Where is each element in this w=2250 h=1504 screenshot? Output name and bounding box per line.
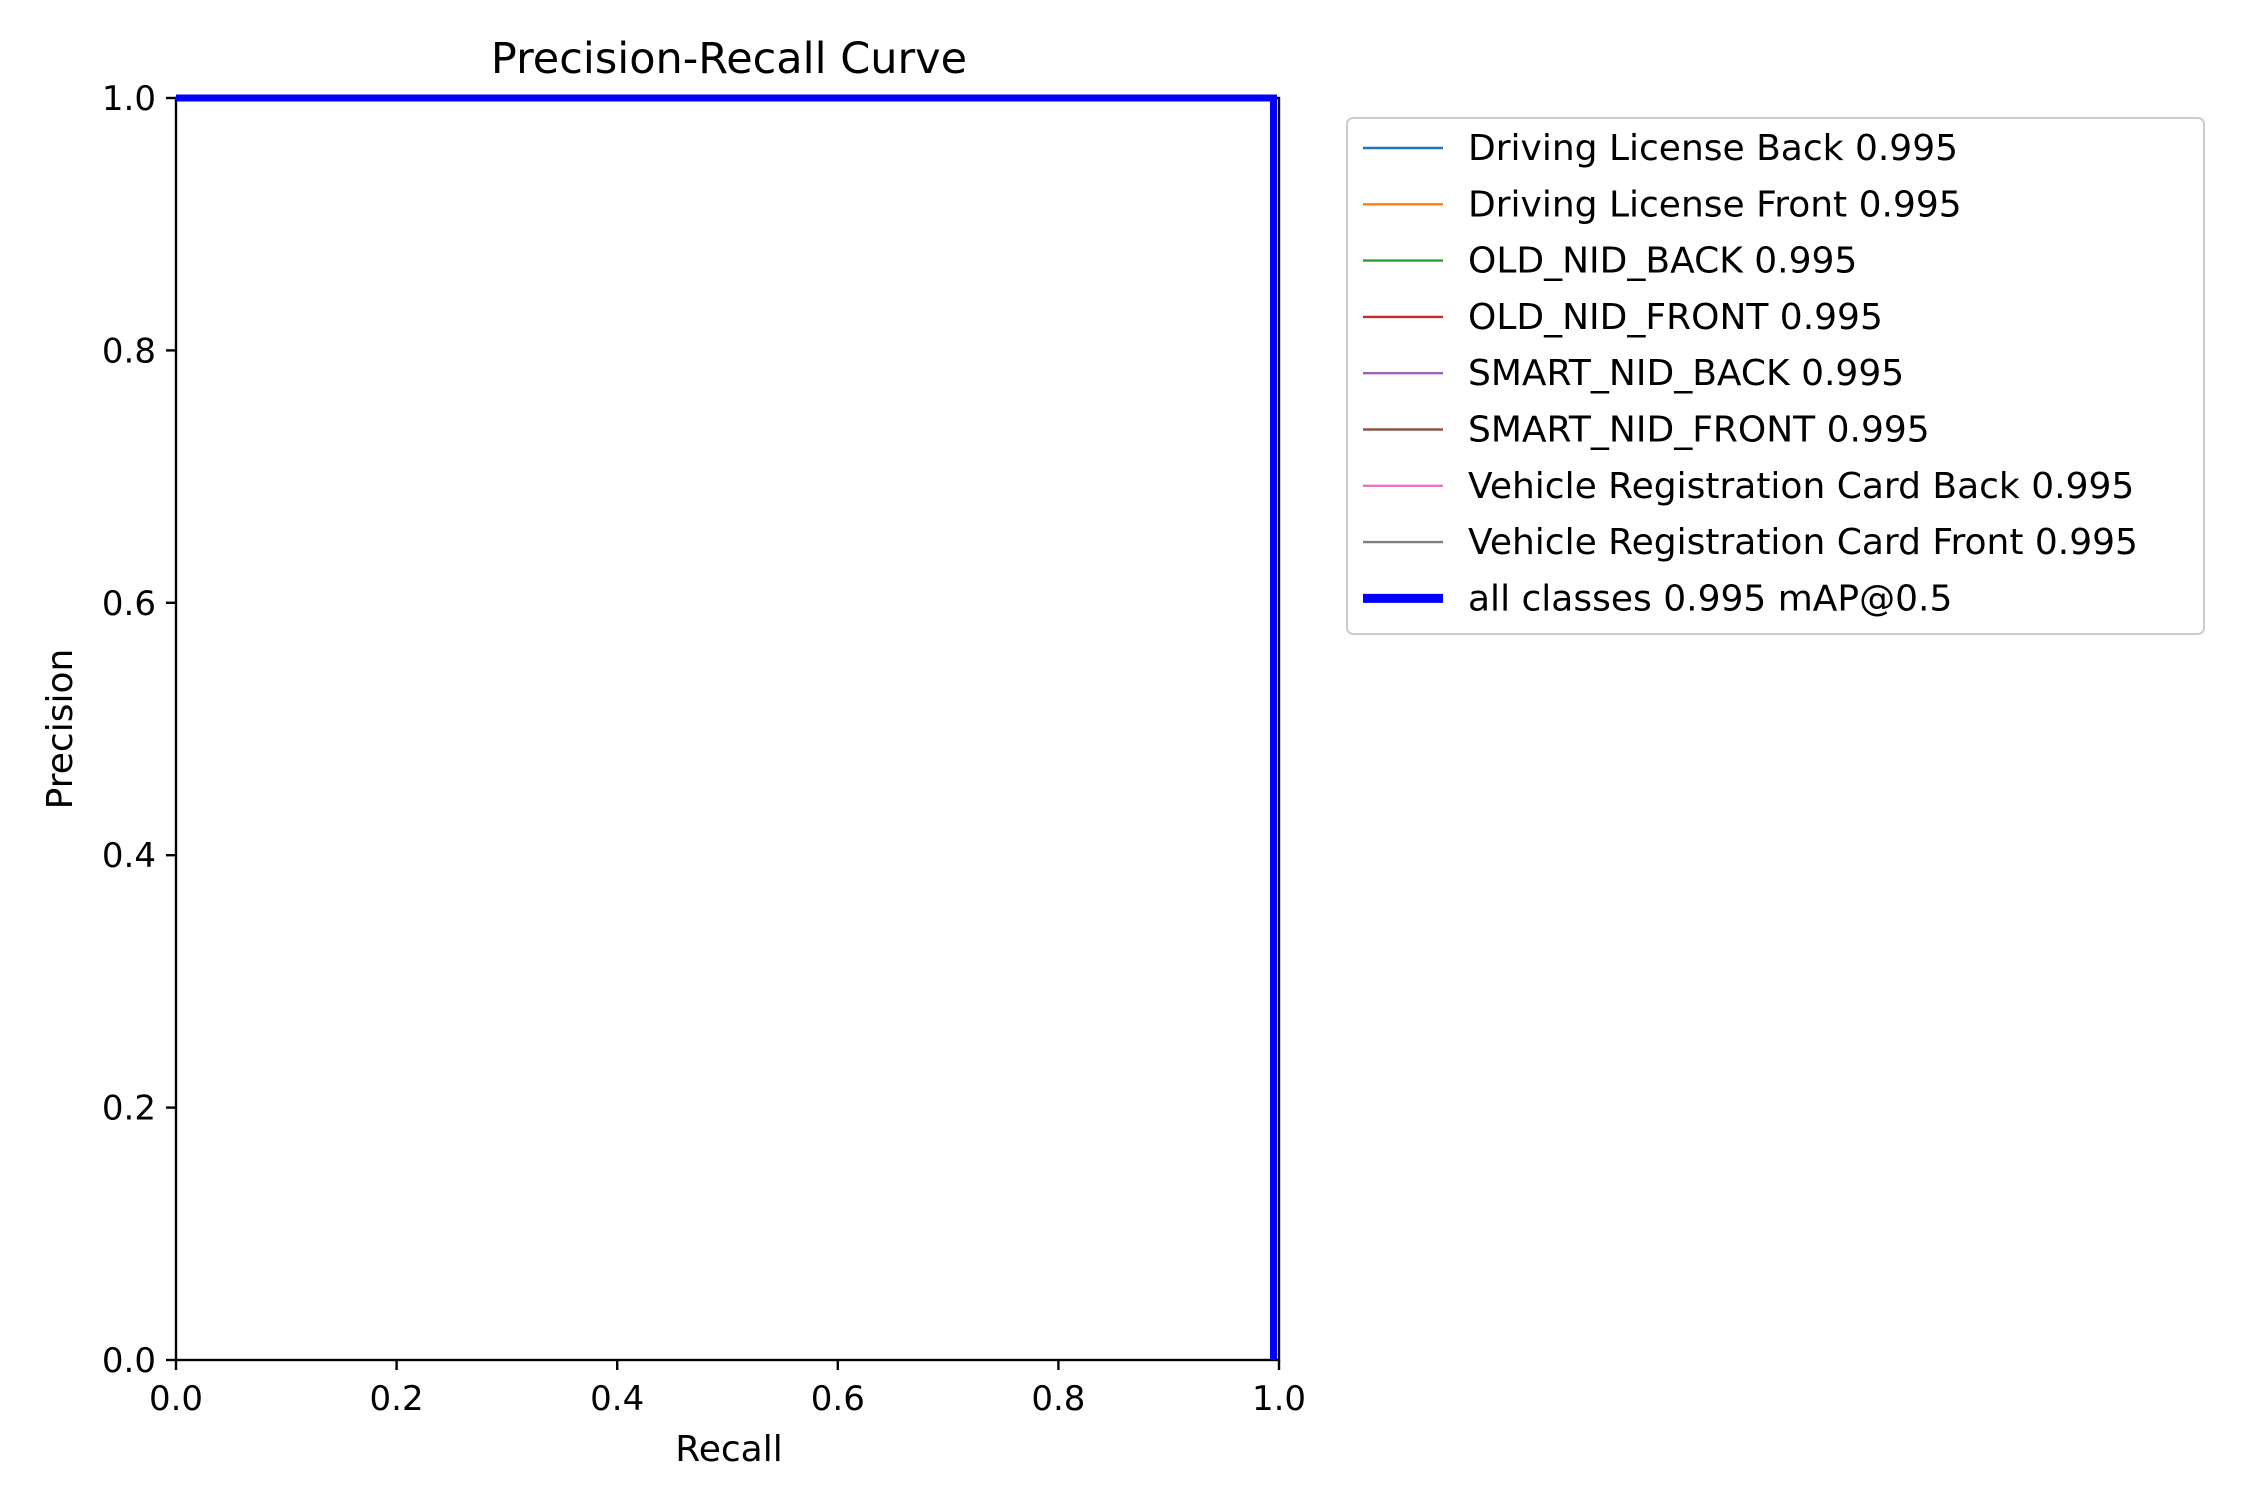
x-axis-label: Recall	[675, 1429, 782, 1470]
x-axis-ticks: 0.0 0.2 0.4 0.6 0.8 1.0	[149, 1360, 1306, 1419]
y-tick-label: 0.2	[102, 1089, 156, 1129]
y-tick-label: 0.0	[102, 1341, 156, 1381]
legend-label: Vehicle Registration Card Back 0.995	[1468, 466, 2134, 507]
pr-curve-series	[176, 94, 1277, 1360]
y-tick-label: 0.8	[102, 331, 156, 371]
x-tick-label: 0.0	[149, 1379, 203, 1419]
legend-label: SMART_NID_FRONT 0.995	[1468, 410, 1930, 451]
legend-label: all classes 0.995 mAP@0.5	[1468, 578, 1952, 619]
legend-label: Driving License Front 0.995	[1468, 184, 1962, 225]
x-tick-label: 1.0	[1252, 1379, 1306, 1419]
y-tick-label: 0.6	[102, 584, 156, 624]
legend-label: OLD_NID_FRONT 0.995	[1468, 297, 1883, 338]
y-axis-label: Precision	[40, 649, 81, 810]
legend-label: OLD_NID_BACK 0.995	[1468, 241, 1857, 282]
y-tick-label: 0.4	[102, 836, 156, 876]
x-tick-label: 0.8	[1031, 1379, 1085, 1419]
legend-label: Driving License Back 0.995	[1468, 128, 1958, 169]
pr-curves	[176, 94, 1277, 1360]
x-tick-label: 0.6	[811, 1379, 865, 1419]
x-tick-label: 0.4	[590, 1379, 644, 1419]
legend-entries: Driving License Back 0.995 Driving Licens…	[1363, 128, 2138, 619]
y-axis-ticks: 0.0 0.2 0.4 0.6 0.8 1.0	[102, 79, 176, 1381]
y-tick-label: 1.0	[102, 79, 156, 119]
legend-label: Vehicle Registration Card Front 0.995	[1468, 522, 2138, 563]
x-tick-label: 0.2	[370, 1379, 424, 1419]
legend-frame	[1346, 117, 2205, 635]
chart-title: Precision-Recall Curve	[491, 34, 967, 84]
legend-label: SMART_NID_BACK 0.995	[1468, 353, 1904, 394]
legend: Driving License Back 0.995 Driving Licens…	[1346, 117, 2205, 635]
